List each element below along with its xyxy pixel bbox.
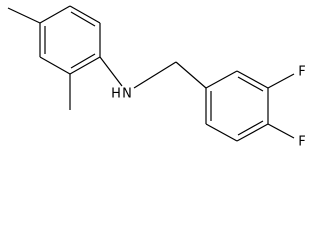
bond [205,123,238,142]
bond [205,70,238,89]
double-bond [70,53,96,69]
double-bond [237,120,264,136]
bond [69,56,101,75]
bond [39,5,71,24]
bond [267,123,295,139]
double-bond [70,11,96,27]
atom-label: F [298,135,305,150]
bond [69,5,101,24]
double-bond [237,76,264,92]
bond [267,73,295,89]
methyl [7,7,41,24]
bond [236,70,269,89]
bonds [7,5,295,142]
bond [133,61,177,89]
bond [175,61,207,89]
bond [99,56,123,87]
structure: H N F F [7,5,306,150]
atom-label: H [111,87,121,102]
bond [236,123,269,142]
atom-label: F [298,65,305,80]
bond [39,56,71,75]
atom-label: N [122,87,132,102]
